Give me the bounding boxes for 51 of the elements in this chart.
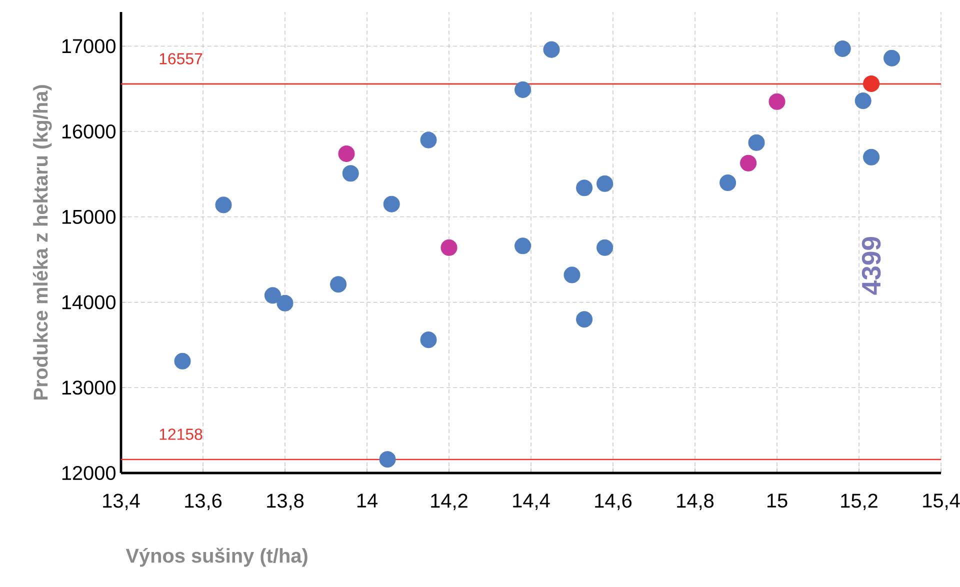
point bbox=[564, 266, 580, 284]
y-axis-title: Produkce mléka z hektaru (kg/ha) bbox=[32, 85, 52, 400]
x-tick-label: 14 bbox=[357, 494, 378, 508]
point bbox=[834, 40, 851, 57]
point bbox=[514, 238, 532, 254]
point bbox=[420, 132, 437, 148]
point bbox=[215, 196, 232, 214]
point bbox=[383, 196, 400, 212]
point bbox=[420, 332, 437, 348]
x-tick-label: 15,2 bbox=[841, 494, 878, 510]
point bbox=[863, 75, 880, 92]
point bbox=[379, 451, 396, 468]
point bbox=[740, 154, 757, 172]
point bbox=[748, 134, 765, 151]
x-tick-label: 15 bbox=[767, 494, 788, 508]
x-axis-title: Výnos sušiny (t/ha) bbox=[126, 548, 308, 567]
y-tick-label: 16000 bbox=[62, 124, 116, 139]
point bbox=[342, 165, 359, 182]
x-tick-label: 13,6 bbox=[185, 494, 222, 510]
point bbox=[330, 276, 347, 293]
x-tick-label: 15,4 bbox=[923, 494, 960, 510]
point bbox=[596, 175, 614, 192]
x-tick-label: 14,6 bbox=[595, 494, 632, 510]
ref-line-label: 12158 bbox=[160, 428, 202, 440]
x-tick-label: 14,2 bbox=[431, 494, 468, 510]
y-tick-label: 13000 bbox=[62, 380, 116, 395]
point bbox=[576, 311, 593, 328]
point bbox=[276, 294, 294, 312]
point bbox=[768, 93, 786, 110]
y-tick-label: 15000 bbox=[62, 210, 116, 224]
y-tick-label: 17000 bbox=[62, 39, 116, 54]
x-tick-label: 13,8 bbox=[267, 494, 304, 510]
point bbox=[854, 92, 872, 110]
point bbox=[863, 148, 880, 166]
ref-line-label: 16557 bbox=[160, 53, 202, 64]
point bbox=[440, 239, 458, 256]
point bbox=[264, 287, 281, 304]
x-tick-label: 14,4 bbox=[513, 494, 550, 510]
point bbox=[576, 180, 593, 196]
annotation: 4399 bbox=[862, 236, 881, 295]
y-tick-label: 12000 bbox=[62, 466, 116, 480]
point bbox=[884, 50, 900, 66]
point bbox=[338, 145, 355, 162]
x-tick-label: 14,8 bbox=[677, 494, 714, 510]
point bbox=[174, 352, 191, 370]
point bbox=[543, 41, 560, 58]
point bbox=[596, 239, 614, 256]
y-tick-label: 14000 bbox=[62, 295, 116, 310]
x-tick-label: 13,4 bbox=[103, 494, 140, 510]
point bbox=[514, 81, 532, 98]
point bbox=[720, 174, 736, 192]
